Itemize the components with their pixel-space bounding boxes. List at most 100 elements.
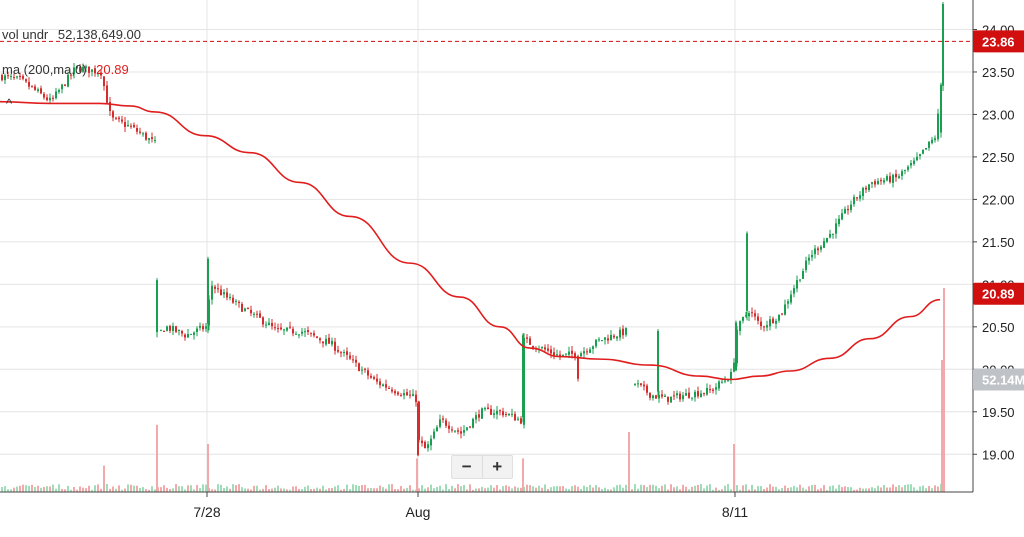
candle-body [286, 327, 288, 331]
candle-body [625, 328, 627, 335]
volume-bar [94, 485, 96, 492]
volume-bar [247, 488, 249, 492]
candle-body [313, 333, 315, 336]
candle-body [778, 314, 780, 321]
candle-body [655, 395, 657, 399]
volume-bar [268, 489, 270, 492]
volume-bar [85, 488, 87, 492]
volume-spike-bar [416, 458, 418, 492]
candle-body [640, 383, 642, 386]
volume-bar [127, 484, 129, 492]
candle-body [781, 313, 783, 315]
volume-bar [274, 487, 276, 492]
candle-body [211, 285, 213, 300]
volume-legend-label: vol undr [2, 27, 49, 42]
candle-body [207, 258, 209, 324]
volume-bar [682, 484, 684, 492]
candle-body [214, 286, 216, 289]
volume-bar [391, 484, 393, 492]
candle-body [358, 363, 360, 372]
volume-bar [532, 486, 534, 492]
volume-bar [337, 485, 339, 492]
volume-bar [907, 484, 909, 492]
candle-body [274, 327, 276, 329]
candle-body [598, 339, 600, 341]
volume-bar [451, 485, 453, 492]
volume-bar [889, 487, 891, 492]
volume-bar [34, 487, 36, 492]
candle-body [379, 381, 381, 386]
candle-body [172, 326, 174, 332]
candle-body [85, 66, 87, 68]
volume-bar [106, 484, 108, 492]
candle-body [88, 66, 90, 73]
candle-body [355, 359, 357, 363]
candle-body [814, 248, 816, 255]
collapse-legend-button[interactable]: ^ [6, 96, 13, 111]
volume-bar [400, 486, 402, 492]
volume-bar [220, 484, 222, 492]
candle-body [817, 248, 819, 251]
candle-body [190, 333, 192, 335]
zoom-out-button[interactable]: − [461, 457, 472, 476]
volume-bar [754, 489, 756, 492]
volume-bar [316, 487, 318, 492]
volume-bar [193, 489, 195, 492]
volume-bar [31, 484, 33, 492]
candle-body [223, 292, 225, 295]
volume-bar [862, 488, 864, 492]
volume-bar [709, 484, 711, 492]
candle-body [16, 76, 18, 78]
candle-body [868, 184, 870, 190]
volume-bar [325, 489, 327, 492]
candle-body [901, 171, 903, 176]
volume-bar [466, 489, 468, 492]
volume-bar [676, 486, 678, 492]
volume-bar [322, 485, 324, 492]
volume-bar [262, 488, 264, 492]
candle-body [463, 430, 465, 433]
candle-body [226, 292, 228, 298]
volume-bar [508, 486, 510, 492]
candle-body [559, 354, 561, 357]
candle-body [517, 418, 519, 420]
volume-bar [382, 487, 384, 492]
volume-bar [925, 488, 927, 492]
candle-body [940, 84, 942, 133]
volume-bar [697, 484, 699, 492]
volume-bar [385, 488, 387, 492]
zoom-in-button[interactable]: + [481, 456, 513, 478]
volume-bar [868, 488, 870, 492]
candle-body [751, 312, 753, 314]
last-price-badge: 23.86 [982, 34, 1015, 49]
volume-bar [19, 485, 21, 492]
volume-bar [406, 487, 408, 492]
candle-body [156, 280, 158, 333]
candle-body [325, 338, 327, 345]
volume-bar [253, 485, 255, 492]
candle-body [67, 74, 69, 87]
candle-body [607, 338, 609, 341]
candle-body [526, 337, 528, 339]
candle-body [7, 75, 9, 77]
volume-bar [607, 489, 609, 492]
candle-body [760, 321, 762, 327]
volume-bar [781, 488, 783, 492]
candle-body [442, 418, 444, 420]
candle-body [337, 349, 339, 352]
volume-bar [832, 485, 834, 492]
volume-bar [352, 484, 354, 492]
volume-bar [805, 489, 807, 492]
candle-body [895, 173, 897, 178]
candle-body [43, 93, 45, 98]
volume-bar [367, 488, 369, 492]
candle-body [589, 349, 591, 353]
volume-bar [565, 488, 567, 492]
candle-body [937, 113, 939, 140]
volume-bar [547, 488, 549, 492]
volume-bar [265, 485, 267, 492]
volume-bar [145, 489, 147, 492]
candle-body [634, 383, 636, 385]
volume-bar [331, 488, 333, 492]
